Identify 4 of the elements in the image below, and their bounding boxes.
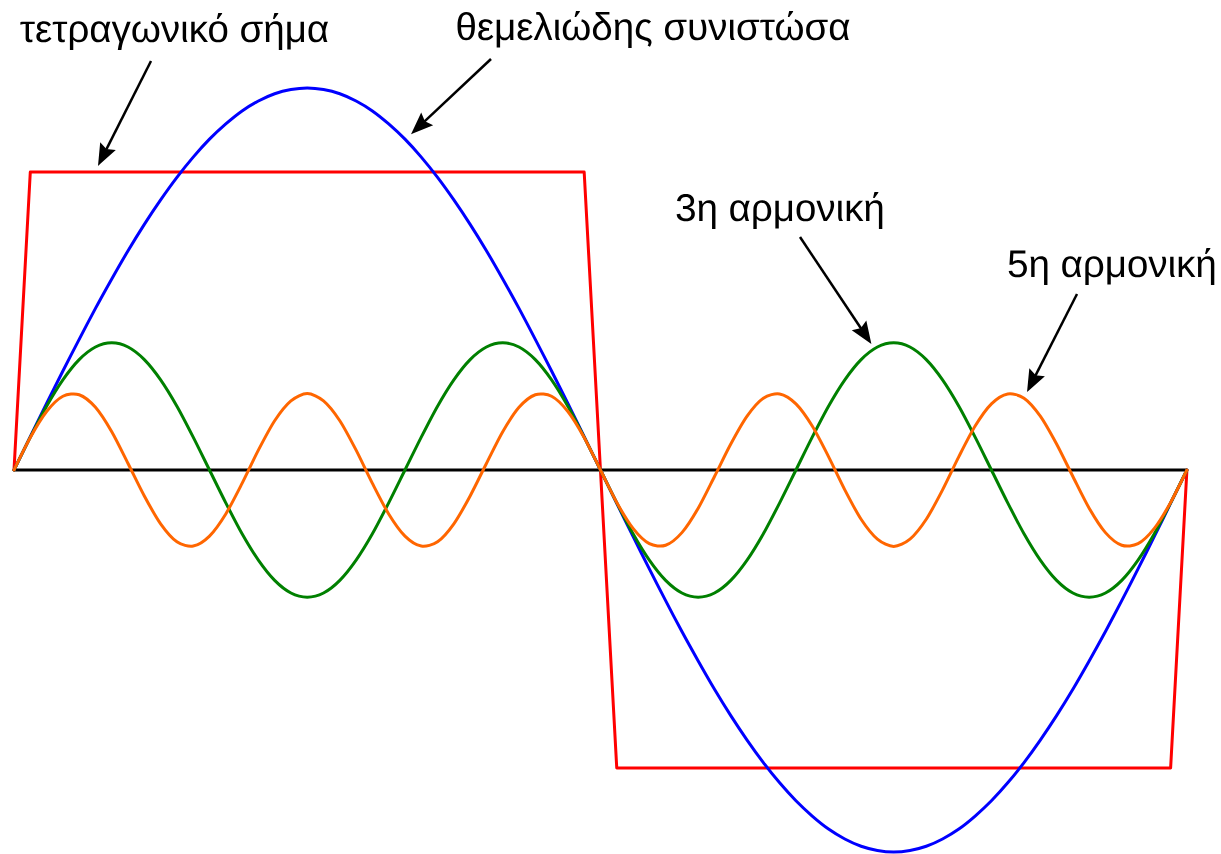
text: τετραγωνικό σήμα [20,12,329,50]
annotation: 3η αρμονική [676,191,883,229]
annotation: 5η αρμονική [1008,247,1215,285]
text: θεμελιώδης συνιστώσα [457,10,850,48]
